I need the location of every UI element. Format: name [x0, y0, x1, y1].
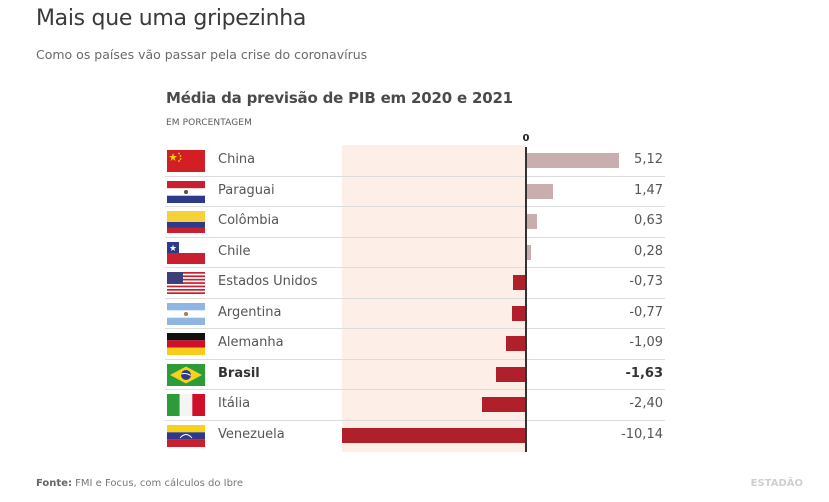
page-subtitle: Como os países vão passar pela crise do … [36, 47, 368, 62]
row-separator [165, 419, 665, 421]
paraguay-flag-icon [167, 180, 205, 203]
chart-row: Itália -2,40 [165, 390, 665, 421]
chart-row: Alemanha -1,09 [165, 329, 665, 360]
germany-flag-icon [167, 333, 205, 355]
chart-row: Estados Unidos -0,73 [165, 268, 665, 299]
country-label: Chile [218, 243, 251, 259]
chart-row: Paraguai 1,47 [165, 177, 665, 207]
argentina-flag-icon [167, 302, 205, 325]
estadao-logo: ESTADÃO [751, 478, 803, 489]
chart-row: Argentina -0,77 [165, 299, 665, 329]
row-separator [165, 297, 665, 299]
bar-paraguai [526, 183, 553, 199]
country-label: Venezuela [218, 426, 285, 442]
logo-text: ESTADÃO [750, 478, 803, 489]
source-note: Fonte: FMI e Focus, com cálculos do Ibre [36, 478, 243, 489]
page-title: Mais que uma gripezinha [36, 6, 307, 31]
zero-axis-line [525, 147, 527, 452]
value-label: 1,47 [634, 182, 663, 198]
chart-row: China 5,12 [165, 146, 665, 177]
bar-argentina [512, 305, 526, 321]
bar-estados-unidos [512, 275, 526, 290]
row-separator [165, 358, 665, 360]
value-label: -0,73 [629, 274, 663, 289]
value-label: -1,09 [629, 335, 663, 350]
venezuela-flag-icon [167, 424, 205, 447]
row-separator [165, 389, 665, 390]
country-label: Paraguai [218, 182, 275, 198]
country-label: Estados Unidos [218, 274, 318, 289]
bar-china [526, 153, 619, 168]
usa-flag-icon [167, 272, 205, 294]
country-label: Argentina [218, 304, 282, 320]
zero-axis-label: 0 [522, 133, 530, 144]
value-label: -10,14 [621, 426, 663, 442]
bar-venezuela [342, 427, 526, 443]
bar-chile [526, 244, 532, 260]
row-separator [165, 236, 665, 238]
bar-brasil [496, 366, 526, 382]
country-label: Alemanha [218, 335, 284, 350]
brazil-flag-icon [167, 363, 205, 386]
row-separator [165, 175, 665, 177]
chart-title: Média da previsão de PIB em 2020 e 2021 [166, 89, 513, 107]
country-label: Brasil [218, 365, 260, 381]
chart-row: Venezuela -10,14 [165, 421, 665, 452]
value-label: -1,63 [625, 365, 663, 381]
value-label: 5,12 [634, 152, 663, 167]
row-separator [165, 206, 665, 207]
bar-alemanha [506, 336, 526, 351]
italy-flag-icon [167, 394, 205, 416]
colombia-flag-icon [167, 211, 205, 233]
bar-itália [482, 397, 526, 412]
country-label: Itália [218, 396, 251, 411]
row-separator [165, 328, 665, 329]
country-label: China [218, 152, 256, 167]
chart-row: Chile 0,28 [165, 238, 665, 268]
chart-row: Brasil -1,63 [165, 360, 665, 390]
source-text: FMI e Focus, com cálculos do Ibre [71, 478, 243, 489]
value-label: -0,77 [629, 304, 663, 320]
chart-row: Colômbia 0,63 [165, 207, 665, 238]
source-label: Fonte: [36, 478, 72, 489]
value-label: 0,63 [634, 213, 663, 228]
value-label: 0,28 [634, 243, 663, 259]
chart-unit-label: EM PORCENTAGEM [166, 118, 252, 128]
china-flag-icon [167, 150, 205, 172]
value-label: -2,40 [629, 396, 663, 411]
chile-flag-icon [167, 241, 205, 264]
bar-colômbia [526, 214, 538, 229]
country-label: Colômbia [218, 213, 280, 228]
row-separator [165, 267, 665, 268]
